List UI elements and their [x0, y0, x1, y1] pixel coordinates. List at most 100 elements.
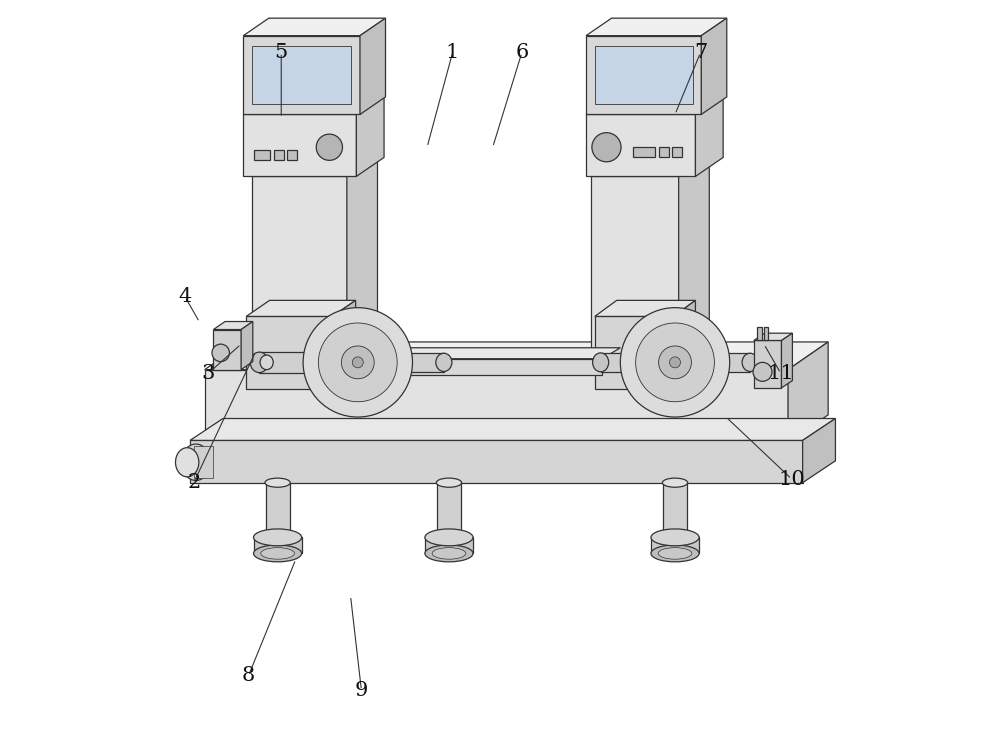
Polygon shape [252, 154, 377, 176]
Polygon shape [356, 95, 384, 176]
Bar [437, 482, 461, 537]
Polygon shape [695, 95, 723, 176]
Polygon shape [252, 176, 347, 370]
Polygon shape [701, 18, 727, 114]
Polygon shape [586, 95, 723, 114]
Ellipse shape [254, 545, 302, 562]
Bar [688, 353, 750, 372]
Polygon shape [190, 441, 803, 482]
Circle shape [341, 346, 374, 378]
Bar [259, 352, 332, 373]
Bar [332, 359, 602, 375]
Bar [252, 46, 351, 104]
Circle shape [352, 357, 363, 367]
Circle shape [620, 307, 730, 417]
Circle shape [303, 307, 412, 417]
Polygon shape [205, 342, 828, 370]
Ellipse shape [261, 548, 294, 559]
Circle shape [318, 323, 397, 402]
Polygon shape [246, 300, 356, 316]
Polygon shape [754, 333, 792, 340]
Ellipse shape [662, 478, 688, 488]
Bar [659, 147, 669, 157]
Text: 1: 1 [446, 43, 459, 62]
Polygon shape [360, 18, 386, 114]
Ellipse shape [254, 529, 302, 546]
Bar [651, 537, 699, 553]
Polygon shape [332, 300, 356, 389]
Polygon shape [243, 114, 356, 176]
Circle shape [659, 346, 691, 378]
Polygon shape [213, 329, 241, 370]
Ellipse shape [651, 529, 699, 546]
Ellipse shape [436, 354, 452, 371]
Circle shape [670, 357, 680, 367]
Polygon shape [586, 18, 727, 36]
Ellipse shape [425, 545, 473, 562]
Polygon shape [213, 321, 253, 329]
Polygon shape [674, 300, 695, 389]
Ellipse shape [175, 448, 199, 477]
Text: 6: 6 [515, 43, 529, 62]
Text: 10: 10 [778, 469, 805, 488]
Bar [371, 353, 444, 372]
Polygon shape [246, 316, 332, 389]
Ellipse shape [662, 533, 688, 542]
Text: 3: 3 [202, 364, 215, 383]
Polygon shape [754, 340, 781, 388]
Polygon shape [332, 348, 620, 359]
Bar [757, 327, 762, 340]
Bar [601, 353, 650, 372]
Bar [287, 150, 297, 160]
Polygon shape [205, 370, 788, 443]
Circle shape [636, 323, 714, 402]
Polygon shape [595, 316, 674, 389]
Bar [254, 537, 302, 553]
Ellipse shape [265, 533, 290, 542]
Polygon shape [241, 321, 253, 370]
Bar [595, 46, 693, 104]
Ellipse shape [250, 352, 268, 373]
Polygon shape [781, 333, 792, 388]
Ellipse shape [181, 444, 210, 480]
Bar [633, 147, 655, 157]
Circle shape [212, 344, 229, 362]
Polygon shape [243, 18, 386, 36]
Ellipse shape [651, 545, 699, 562]
Polygon shape [586, 114, 695, 176]
Bar [254, 150, 270, 160]
Text: 8: 8 [242, 666, 255, 685]
Bar [663, 482, 687, 537]
Circle shape [753, 362, 772, 381]
Ellipse shape [593, 353, 609, 372]
Bar [266, 482, 290, 537]
Ellipse shape [432, 548, 466, 559]
Text: 5: 5 [275, 43, 288, 62]
Polygon shape [591, 176, 679, 370]
Polygon shape [586, 36, 701, 114]
Text: 9: 9 [355, 681, 368, 700]
Ellipse shape [425, 529, 473, 546]
Polygon shape [788, 342, 828, 443]
Text: 4: 4 [178, 287, 192, 306]
Circle shape [316, 134, 342, 160]
Polygon shape [591, 154, 709, 176]
Polygon shape [803, 419, 835, 482]
Bar [672, 147, 682, 157]
Polygon shape [679, 154, 709, 370]
Polygon shape [595, 300, 695, 316]
Ellipse shape [265, 478, 290, 488]
Ellipse shape [260, 355, 273, 370]
Ellipse shape [742, 354, 758, 371]
Circle shape [592, 132, 621, 162]
Bar [194, 447, 213, 478]
Polygon shape [347, 154, 377, 370]
Ellipse shape [658, 548, 692, 559]
Text: 11: 11 [767, 364, 794, 383]
Ellipse shape [436, 478, 462, 488]
Polygon shape [243, 95, 384, 114]
Text: 2: 2 [187, 473, 200, 492]
Polygon shape [190, 419, 835, 441]
Text: 7: 7 [694, 43, 707, 62]
Polygon shape [243, 36, 360, 114]
